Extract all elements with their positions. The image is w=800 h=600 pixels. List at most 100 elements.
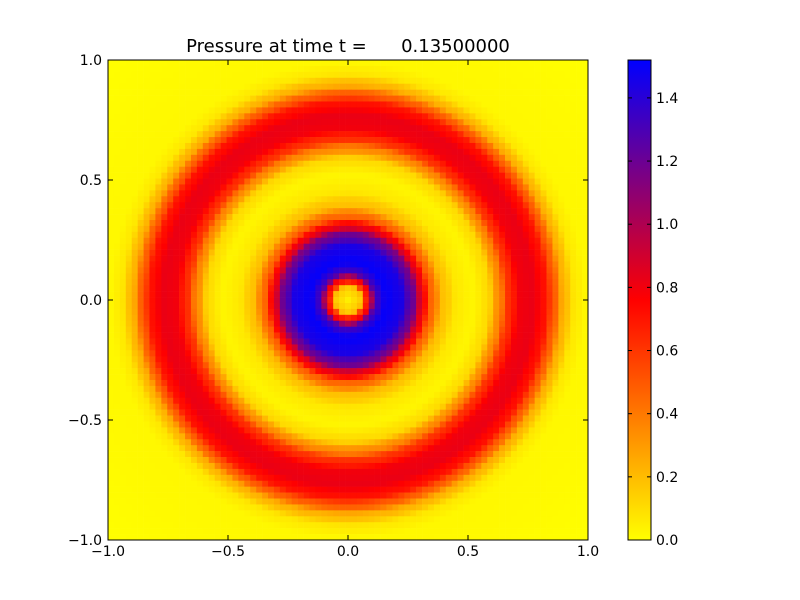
heatmap-cell (534, 403, 541, 410)
heatmap-cell (540, 196, 547, 203)
heatmap-cell (534, 65, 541, 73)
heatmap-cell (398, 83, 405, 90)
heatmap-cell (190, 208, 198, 215)
heatmap-cell (161, 107, 168, 114)
heatmap-cell (505, 374, 512, 381)
heatmap-cell (321, 208, 328, 215)
heatmap-cell (552, 249, 559, 256)
heatmap-cell (190, 255, 198, 262)
heatmap-cell (279, 409, 287, 416)
heatmap-cell (125, 208, 133, 215)
heatmap-cell (220, 314, 227, 322)
heatmap-cell (546, 267, 553, 274)
heatmap-cell (582, 231, 589, 239)
heatmap-cell (499, 350, 506, 357)
heatmap-cell (161, 142, 168, 150)
heatmap-cell (297, 243, 304, 250)
heatmap-cell (528, 95, 535, 102)
heatmap-cell (220, 208, 227, 215)
heatmap-cell (552, 214, 559, 221)
heatmap-cell (262, 273, 269, 280)
heatmap-cell (439, 326, 447, 333)
heatmap-cell (185, 267, 192, 274)
heatmap-cell (416, 142, 423, 150)
heatmap-cell (309, 385, 316, 393)
heatmap-cell (137, 279, 144, 286)
heatmap-cell (368, 297, 375, 304)
heatmap-cell (113, 421, 121, 428)
heatmap-cell (410, 166, 417, 173)
heatmap-cell (422, 261, 429, 268)
heatmap-cell (131, 421, 138, 428)
heatmap-cell (173, 190, 180, 197)
heatmap-cell (576, 154, 583, 162)
heatmap-cell (279, 326, 287, 333)
heatmap-cell (475, 71, 482, 79)
heatmap-cell (125, 172, 133, 179)
heatmap-cell (564, 95, 571, 102)
heatmap-cell (457, 83, 464, 90)
heatmap-cell (463, 332, 470, 339)
heatmap-cell (451, 279, 458, 286)
heatmap-cell (339, 356, 346, 363)
heatmap-cell (534, 326, 541, 333)
heatmap-cell (268, 119, 275, 126)
heatmap-cell (439, 160, 447, 167)
heatmap-cell (362, 196, 370, 203)
heatmap-cell (374, 273, 381, 280)
heatmap-cell (303, 261, 310, 268)
heatmap-cell (309, 362, 316, 369)
heatmap-cell (202, 409, 210, 416)
heatmap-cell (226, 101, 233, 108)
heatmap-cell (374, 403, 381, 410)
heatmap-cell (439, 237, 447, 245)
heatmap-cell (356, 113, 364, 120)
heatmap-cell (475, 403, 482, 410)
heatmap-cell (416, 208, 423, 215)
heatmap-cell (439, 291, 447, 298)
heatmap-cell (410, 255, 417, 262)
heatmap-cell (398, 131, 405, 138)
heatmap-cell (540, 332, 547, 339)
heatmap-cell (155, 380, 162, 387)
heatmap-cell (475, 83, 482, 90)
heatmap-cell (214, 237, 221, 245)
heatmap-cell (576, 119, 583, 126)
heatmap-cell (279, 71, 287, 79)
heatmap-cell (291, 131, 298, 138)
heatmap-cell (226, 231, 233, 239)
heatmap-cell (493, 356, 500, 363)
heatmap-cell (333, 326, 340, 333)
heatmap-cell (190, 237, 198, 245)
heatmap-cell (463, 362, 470, 369)
heatmap-cell (173, 83, 180, 90)
heatmap-cell (522, 137, 530, 144)
heatmap-cell (481, 214, 488, 221)
heatmap-cell (428, 356, 435, 363)
heatmap-cell (463, 237, 470, 245)
heatmap-cell (368, 409, 375, 416)
heatmap-cell (582, 338, 589, 345)
heatmap-cell (190, 196, 198, 203)
heatmap-cell (208, 231, 215, 239)
heatmap-cell (119, 415, 127, 422)
heatmap-cell (149, 178, 156, 185)
heatmap-cell (291, 77, 298, 85)
heatmap-cell (386, 279, 393, 286)
heatmap-cell (386, 119, 393, 126)
heatmap-cell (451, 391, 458, 399)
heatmap-cell (202, 148, 210, 156)
heatmap-cell (463, 338, 470, 345)
heatmap-cell (475, 160, 482, 167)
heatmap-cell (208, 421, 215, 428)
heatmap-cell (238, 184, 245, 191)
heatmap-cell (475, 107, 482, 114)
heatmap-cell (125, 255, 133, 262)
heatmap-cell (422, 202, 429, 209)
heatmap-cell (303, 279, 310, 286)
heatmap-cell (155, 137, 162, 144)
heatmap-cell (291, 320, 298, 327)
heatmap-cell (404, 220, 411, 227)
heatmap-cell (190, 403, 198, 410)
heatmap-cell (374, 249, 381, 256)
